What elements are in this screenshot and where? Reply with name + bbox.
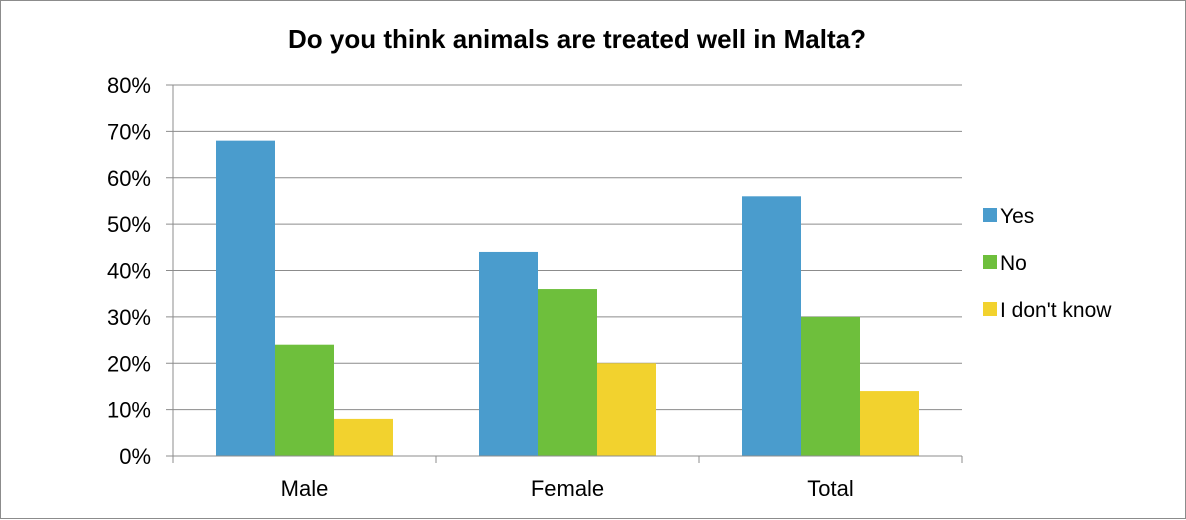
axes: 0% 10% 20% 30% 40% 50% 60% 70% 80% Male Female Tota… (107, 73, 963, 501)
legend-swatch (983, 255, 997, 269)
y-tick-label: 50% (107, 212, 151, 237)
bars (216, 140, 919, 457)
legend-swatch (983, 208, 997, 222)
y-tick-label: 20% (107, 351, 151, 376)
legend-label: No (1000, 252, 1027, 275)
legend-label: I don't know (1000, 299, 1112, 322)
y-tick-label: 30% (107, 305, 151, 330)
x-tick-label: Male (281, 476, 329, 501)
y-tick-label: 0% (119, 444, 151, 469)
bar-no-total (801, 316, 860, 456)
bar-i-don-t-know-female (597, 363, 656, 456)
y-tick-label: 40% (107, 259, 151, 284)
y-tick-label: 10% (107, 398, 151, 423)
bar-no-male (275, 344, 334, 456)
x-tick-label: Total (807, 476, 853, 501)
legend: Yes No I don't know (983, 205, 1112, 322)
bar-i-don-t-know-male (334, 418, 393, 456)
y-tick-label: 80% (107, 73, 151, 98)
bar-no-female (538, 289, 597, 456)
bar-i-don-t-know-total (860, 391, 919, 456)
bar-yes-female (479, 251, 538, 456)
y-tick-label: 60% (107, 166, 151, 191)
x-tick-label: Female (531, 476, 604, 501)
bar-yes-total (742, 196, 801, 457)
legend-label: Yes (1000, 205, 1034, 228)
chart-title: Do you think animals are treated well in… (288, 24, 866, 54)
y-tick-label: 70% (107, 119, 151, 144)
bar-yes-male (216, 140, 275, 456)
legend-swatch (983, 302, 997, 316)
